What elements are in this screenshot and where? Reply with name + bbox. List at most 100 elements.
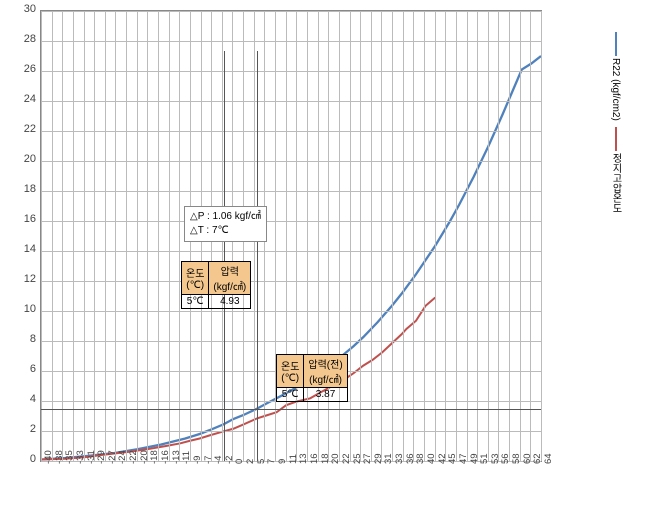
x-tick-label: 38 [415,453,426,464]
x-grid-line [62,11,63,461]
y-tick-label: 6 [0,363,36,375]
legend-label: R22 (kgf/cm2) [610,58,621,121]
x-grid-line [488,11,489,461]
legend: R22 (kgf/cm2) 정지고압온도 [608,32,623,219]
x-grid-line [530,11,531,461]
x-tick-label: -9 [192,456,203,464]
x-grid-line [381,11,382,461]
x-grid-line [169,11,170,461]
val-press: 4.93 [209,295,251,309]
y-tick-label: 30 [0,3,36,15]
x-grid-line [147,11,148,461]
x-tick-label: -31 [86,450,97,464]
x-grid-line [158,11,159,461]
x-grid-line [424,11,425,461]
x-tick-label: -13 [171,450,182,464]
y-tick-label: 0 [0,453,36,465]
legend-swatch [615,127,617,151]
y-tick-label: 2 [0,423,36,435]
y-tick-label: 20 [0,153,36,165]
hdr-press: 압력(kgf/㎠) [209,262,251,295]
x-tick-label: 7 [266,459,277,464]
marker-hline [41,409,541,410]
x-grid-line [105,11,106,461]
x-tick-label: 16 [309,453,320,464]
x-tick-label: 33 [394,453,405,464]
x-grid-line [126,11,127,461]
delta-annotation: △P : 1.06 kgf/㎠ △T : 7℃ [184,206,267,242]
val-press: 3.87 [304,388,347,402]
y-tick-label: 12 [0,273,36,285]
x-tick-label: -40 [43,450,54,464]
x-grid-line [467,11,468,461]
x-grid-line [498,11,499,461]
plot-area: △P : 1.06 kgf/㎠ △T : 7℃온도(℃)압력(kgf/㎠)5℃4… [40,10,542,462]
x-tick-label: -11 [181,451,192,464]
hdr-temp: 온도(℃) [182,262,209,295]
x-tick-label: 58 [511,453,522,464]
x-grid-line [371,11,372,461]
y-tick-label: 22 [0,123,36,135]
x-grid-line [350,11,351,461]
val-temp: 5℃ [277,388,304,402]
x-grid-line [137,11,138,461]
x-tick-label: 64 [543,453,554,464]
x-tick-label: 2 [245,459,256,464]
x-grid-line [94,11,95,461]
x-tick-label: 49 [469,453,480,464]
x-tick-label: -38 [54,450,65,464]
x-grid-line [456,11,457,461]
chart-container: △P : 1.06 kgf/㎠ △T : 7℃온도(℃)압력(kgf/㎠)5℃4… [0,0,647,509]
x-tick-label: -4 [213,456,224,464]
x-tick-label: -29 [96,450,107,464]
legend-label: 정지고압온도 [608,153,623,213]
y-tick-label: 4 [0,393,36,405]
marker-vline [224,51,225,461]
y-tick-label: 8 [0,333,36,345]
hdr-temp: 온도(℃) [277,355,304,388]
x-grid-line [413,11,414,461]
x-tick-label: 40 [426,453,437,464]
y-tick-label: 14 [0,243,36,255]
x-tick-label: 27 [362,453,373,464]
x-tick-label: -22 [128,450,139,464]
x-tick-label: 9 [277,459,288,464]
x-tick-label: 0 [234,459,245,464]
hdr-press: 압력(전)(kgf/㎠) [304,355,347,388]
x-tick-label: -7 [203,456,214,464]
y-tick-label: 10 [0,303,36,315]
x-tick-label: 22 [341,453,352,464]
y-tick-label: 16 [0,213,36,225]
x-tick-label: 45 [447,453,458,464]
x-grid-line [84,11,85,461]
x-grid-line [403,11,404,461]
x-tick-label: 18 [320,453,331,464]
lower-table: 온도(℃)압력(전)(kgf/㎠)5℃3.87 [276,354,348,402]
x-grid-line [52,11,53,461]
x-grid-line [445,11,446,461]
x-tick-label: 51 [479,453,490,464]
val-temp: 5℃ [182,295,209,309]
upper-table: 온도(℃)압력(kgf/㎠)5℃4.93 [181,261,251,309]
legend-swatch [615,32,617,56]
x-grid-line [509,11,510,461]
x-tick-label: -16 [160,450,171,464]
x-tick-label: 20 [330,453,341,464]
x-grid-line [392,11,393,461]
x-grid-line [41,11,42,461]
x-tick-label: 25 [352,453,363,464]
x-grid-line [115,11,116,461]
x-grid-line [520,11,521,461]
x-grid-line [179,11,180,461]
x-tick-label: -24 [117,450,128,464]
legend-item: 정지고압온도 [608,127,623,213]
y-tick-label: 28 [0,33,36,45]
marker-vline [257,51,258,461]
x-tick-label: 31 [383,453,394,464]
x-grid-line [73,11,74,461]
x-grid-line [477,11,478,461]
x-tick-label: 62 [532,453,543,464]
x-grid-line [360,11,361,461]
series-line [41,298,435,460]
x-tick-label: -35 [64,450,75,464]
